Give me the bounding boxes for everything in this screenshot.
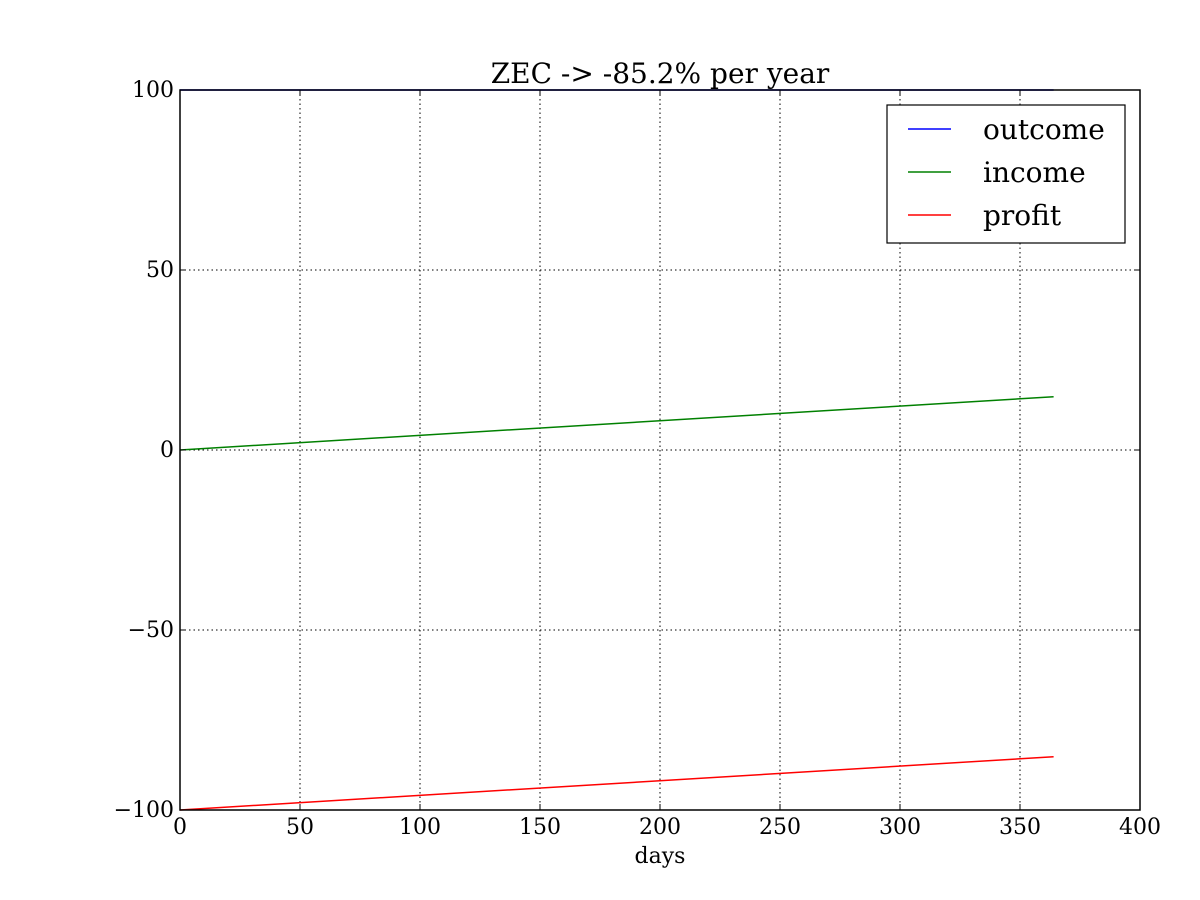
x-tick-label: 50 (286, 815, 314, 840)
series-line-income (179, 395, 1054, 451)
x-tick-label: 300 (879, 815, 921, 840)
x-axis-label: days (635, 844, 686, 869)
series-line-profit (179, 755, 1054, 811)
x-tick-label: 400 (1119, 815, 1161, 840)
legend-label-profit: profit (983, 199, 1062, 232)
axis-ticks: 0 50 100 150 200 250 300 350 400 −100 −50 0 50 100 (114, 78, 1161, 840)
x-tick-label: 0 (173, 815, 187, 840)
y-tick-label: 0 (160, 438, 174, 463)
x-tick-label: 250 (759, 815, 801, 840)
chart-title: ZEC -> -85.2% per year (491, 57, 830, 90)
legend-label-outcome: outcome (983, 113, 1105, 146)
x-tick-label: 350 (999, 815, 1041, 840)
legend-box (886, 104, 1126, 244)
x-tick-label: 150 (519, 815, 561, 840)
y-tick-label: −50 (128, 618, 174, 643)
y-tick-label: 100 (132, 78, 174, 103)
x-tick-label: 200 (639, 815, 681, 840)
legend-label-income: income (983, 156, 1086, 189)
y-tick-label: −100 (114, 798, 174, 823)
y-tick-label: 50 (146, 258, 174, 283)
legend: outcome income profit (886, 104, 1126, 244)
x-tick-label: 100 (399, 815, 441, 840)
